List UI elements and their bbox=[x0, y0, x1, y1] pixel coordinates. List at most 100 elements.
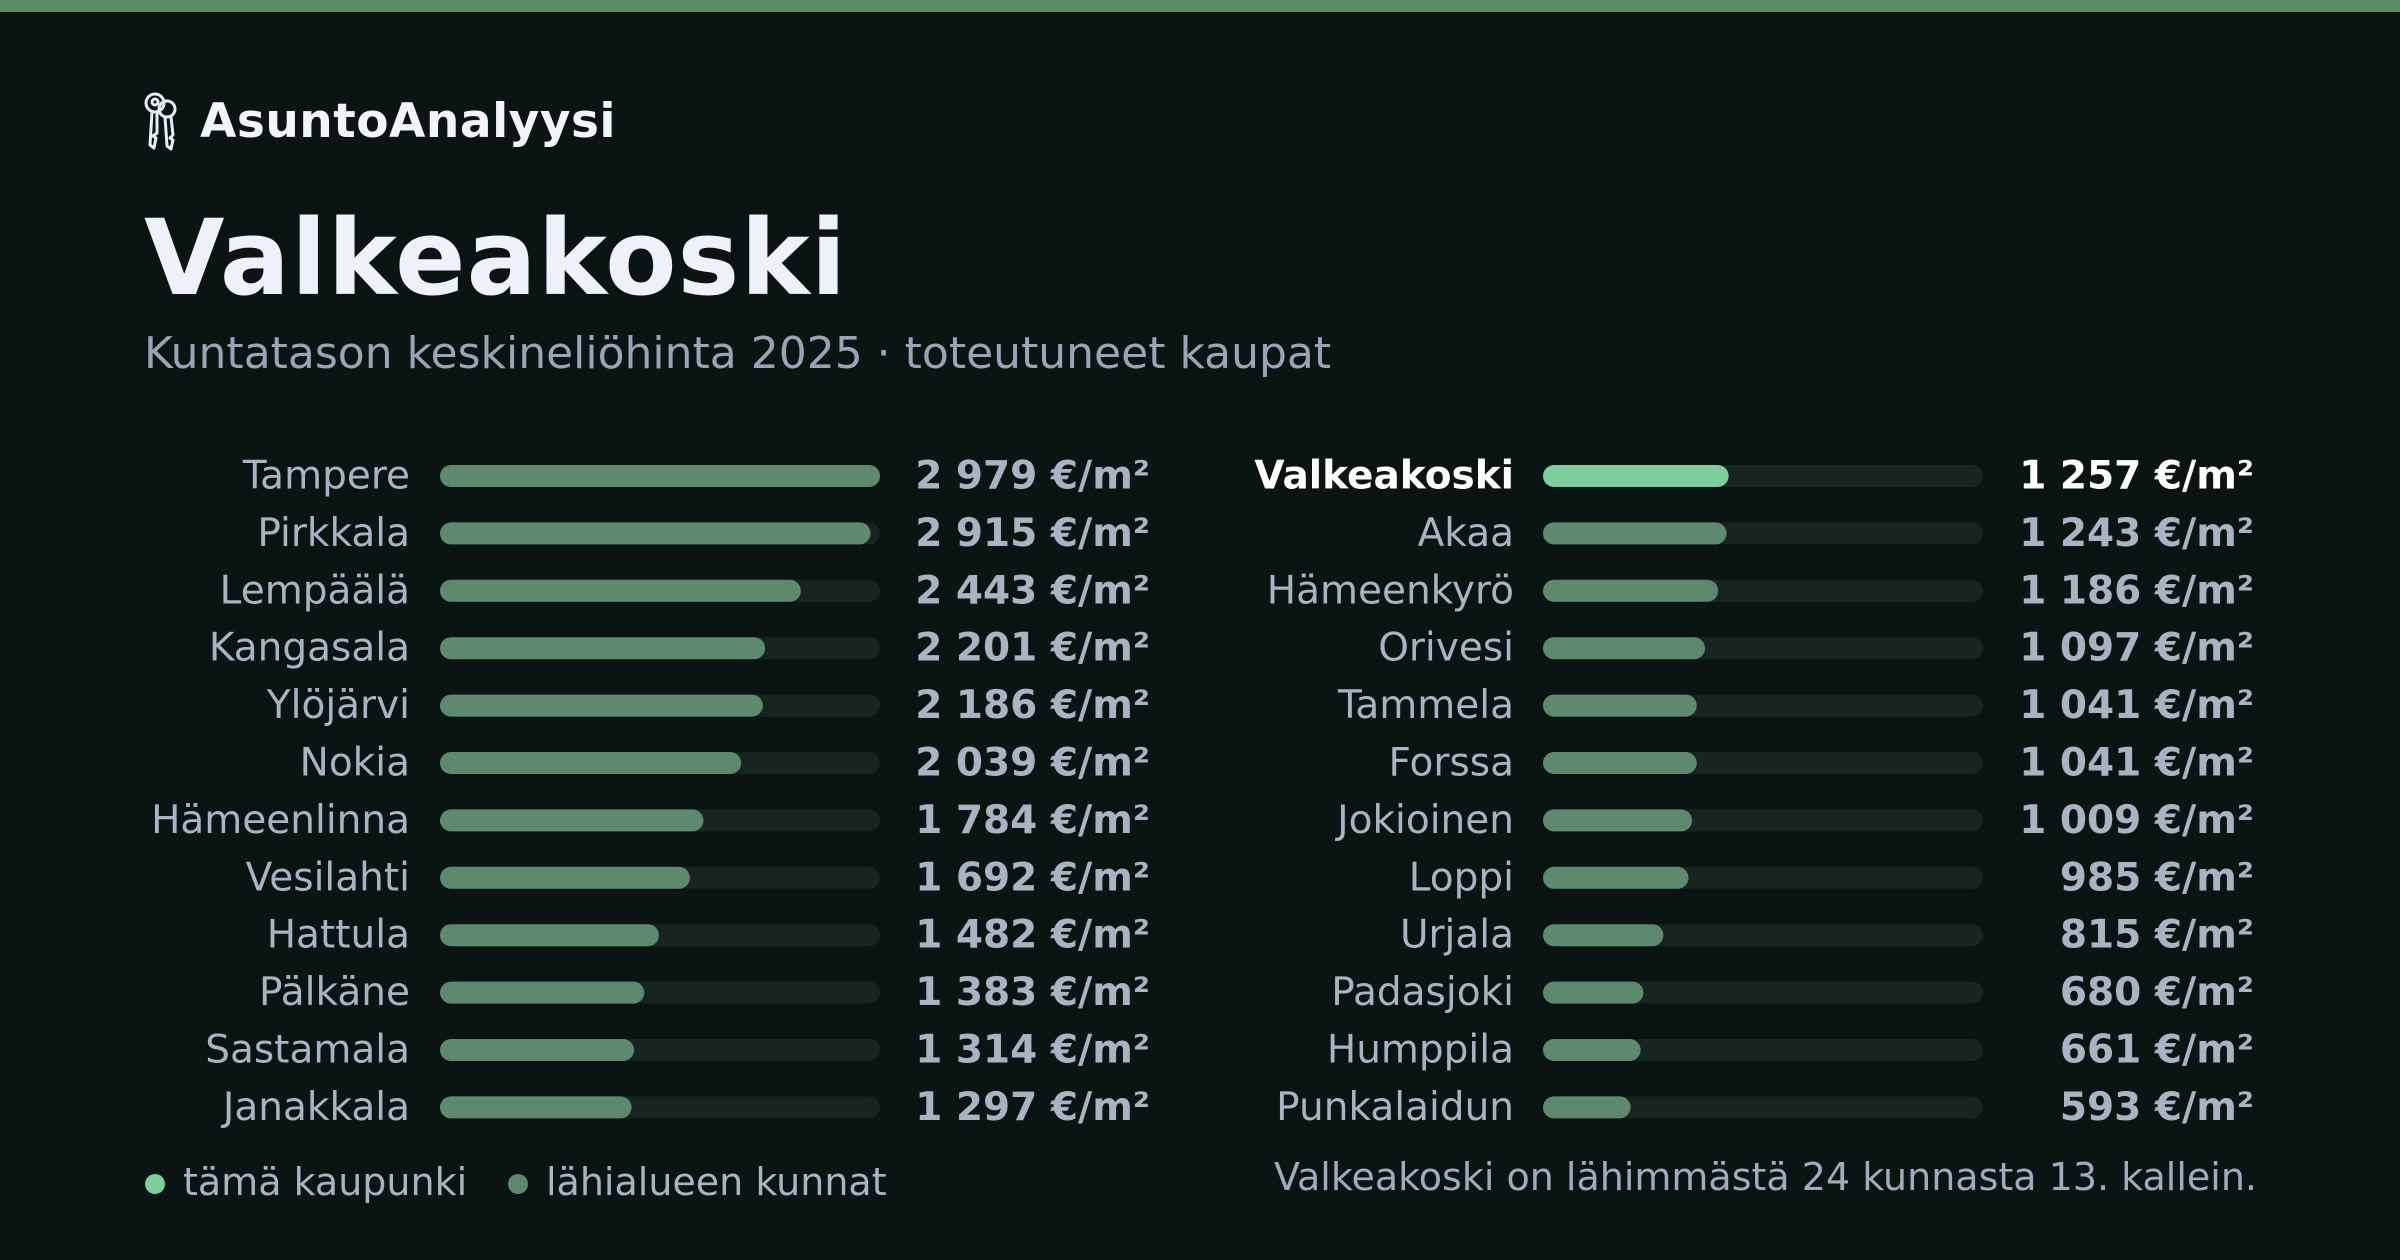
category-label: Lempäälä bbox=[220, 568, 410, 613]
bar-row: Lempäälä 2 443 €/m² bbox=[220, 568, 1150, 613]
legend-label: lähialueen kunnat bbox=[546, 1160, 887, 1204]
category-label: Sastamala bbox=[205, 1028, 410, 1073]
value-label: 2 979 €/m² bbox=[915, 454, 1150, 499]
bar bbox=[1543, 637, 1706, 660]
page-subtitle: Kuntatason keskineliöhinta 2025 · toteut… bbox=[144, 328, 1332, 379]
value-label: 1 097 €/m² bbox=[2019, 626, 2254, 671]
value-label: 1 314 €/m² bbox=[915, 1028, 1150, 1073]
top-accent-bar bbox=[0, 0, 2400, 12]
bar bbox=[440, 809, 704, 832]
page-title: Valkeakoski bbox=[144, 197, 848, 319]
category-label: Tammela bbox=[1337, 683, 1514, 728]
bar bbox=[440, 1096, 632, 1119]
bar bbox=[440, 637, 766, 660]
value-label: 1 257 €/m² bbox=[2019, 454, 2254, 499]
category-label: Forssa bbox=[1389, 741, 1514, 786]
bar-row: Tampere 2 979 €/m² bbox=[242, 454, 1150, 499]
category-label: Padasjoki bbox=[1331, 970, 1514, 1015]
bar bbox=[1543, 866, 1689, 889]
brand-name: AsuntoAnalyysi bbox=[200, 93, 617, 149]
bar-row: Padasjoki 680 €/m² bbox=[1331, 970, 2254, 1015]
bar-track bbox=[1543, 981, 1983, 1004]
bar bbox=[1543, 694, 1697, 717]
bar-row: Urjala 815 €/m² bbox=[1400, 913, 2254, 958]
category-label: Hämeenkyrö bbox=[1267, 568, 1514, 613]
keys-icon bbox=[144, 92, 177, 151]
bar-row: Sastamala 1 314 €/m² bbox=[205, 1028, 1150, 1073]
value-label: 1 243 €/m² bbox=[2019, 511, 2254, 556]
value-label: 2 443 €/m² bbox=[915, 568, 1150, 613]
bar bbox=[1543, 809, 1693, 832]
value-label: 1 383 €/m² bbox=[915, 970, 1150, 1015]
category-label: Punkalaidun bbox=[1276, 1085, 1514, 1130]
category-label: Nokia bbox=[300, 741, 410, 786]
legend-label: tämä kaupunki bbox=[183, 1160, 467, 1204]
bar bbox=[440, 1039, 635, 1061]
value-label: 1 482 €/m² bbox=[915, 913, 1150, 958]
category-label: Akaa bbox=[1418, 511, 1514, 556]
value-label: 2 915 €/m² bbox=[915, 511, 1150, 556]
bar-row: Kangasala 2 201 €/m² bbox=[209, 626, 1150, 671]
value-label: 1 041 €/m² bbox=[2019, 683, 2254, 728]
category-label: Hämeenlinna bbox=[151, 798, 410, 843]
value-label: 1 784 €/m² bbox=[915, 798, 1150, 843]
bar-row: Vesilahti 1 692 €/m² bbox=[246, 855, 1150, 900]
value-label: 1 692 €/m² bbox=[915, 855, 1150, 900]
value-label: 1 297 €/m² bbox=[915, 1085, 1150, 1130]
value-label: 985 €/m² bbox=[2060, 855, 2254, 900]
bar bbox=[1543, 465, 1729, 487]
bar-track bbox=[1543, 1039, 1983, 1061]
legend: tämä kaupunki lähialueen kunnat bbox=[145, 1160, 887, 1204]
category-label: Valkeakoski bbox=[1254, 454, 1514, 499]
value-label: 2 039 €/m² bbox=[915, 741, 1150, 786]
bar-row: Hämeenkyrö 1 186 €/m² bbox=[1267, 568, 2254, 613]
bar-row: Punkalaidun 593 €/m² bbox=[1276, 1085, 2254, 1130]
bar bbox=[440, 866, 690, 889]
bar bbox=[440, 752, 742, 774]
category-label: Jokioinen bbox=[1334, 798, 1514, 843]
category-label: Humppila bbox=[1327, 1028, 1514, 1073]
bar bbox=[440, 694, 763, 717]
bar-row: Tammela 1 041 €/m² bbox=[1337, 683, 2254, 728]
legend-swatch bbox=[508, 1174, 528, 1194]
category-label: Urjala bbox=[1400, 913, 1514, 958]
value-label: 1 186 €/m² bbox=[2019, 568, 2254, 613]
bar-row: Valkeakoski 1 257 €/m² bbox=[1254, 454, 2254, 499]
bar-row: Jokioinen 1 009 €/m² bbox=[1334, 798, 2254, 843]
ranking-note: Valkeakoski on lähimmästä 24 kunnasta 13… bbox=[1273, 1155, 2257, 1199]
bar bbox=[1543, 924, 1664, 947]
category-label: Hattula bbox=[267, 913, 410, 958]
category-label: Ylöjärvi bbox=[266, 683, 410, 728]
category-label: Orivesi bbox=[1378, 626, 1514, 671]
bar bbox=[1543, 1096, 1631, 1119]
category-label: Loppi bbox=[1409, 855, 1514, 900]
category-label: Vesilahti bbox=[246, 855, 410, 900]
bar-row: Orivesi 1 097 €/m² bbox=[1378, 626, 2254, 671]
bar bbox=[440, 579, 801, 602]
bar bbox=[440, 924, 659, 947]
bar bbox=[440, 522, 871, 545]
value-label: 661 €/m² bbox=[2060, 1028, 2254, 1073]
bar bbox=[440, 981, 645, 1004]
value-label: 815 €/m² bbox=[2060, 913, 2254, 958]
category-label: Pälkäne bbox=[259, 970, 410, 1015]
bar bbox=[1543, 752, 1697, 774]
bar bbox=[1543, 579, 1719, 602]
bar-row: Forssa 1 041 €/m² bbox=[1389, 741, 2254, 786]
bar-row: Nokia 2 039 €/m² bbox=[300, 741, 1150, 786]
value-label: 2 186 €/m² bbox=[915, 683, 1150, 728]
bar bbox=[1543, 522, 1727, 545]
bar-row: Loppi 985 €/m² bbox=[1409, 855, 2254, 900]
brand: AsuntoAnalyysi bbox=[140, 88, 616, 154]
bar-row: Pirkkala 2 915 €/m² bbox=[257, 511, 1150, 556]
bar bbox=[1543, 1039, 1641, 1061]
category-label: Pirkkala bbox=[257, 511, 410, 556]
bar-row: Akaa 1 243 €/m² bbox=[1418, 511, 2254, 556]
bar-row: Hämeenlinna 1 784 €/m² bbox=[151, 798, 1150, 843]
bar bbox=[1543, 981, 1644, 1004]
bar-row: Pälkäne 1 383 €/m² bbox=[259, 970, 1150, 1015]
bar-row: Hattula 1 482 €/m² bbox=[267, 913, 1150, 958]
bar-row: Humppila 661 €/m² bbox=[1327, 1028, 2254, 1073]
value-label: 2 201 €/m² bbox=[915, 626, 1150, 671]
